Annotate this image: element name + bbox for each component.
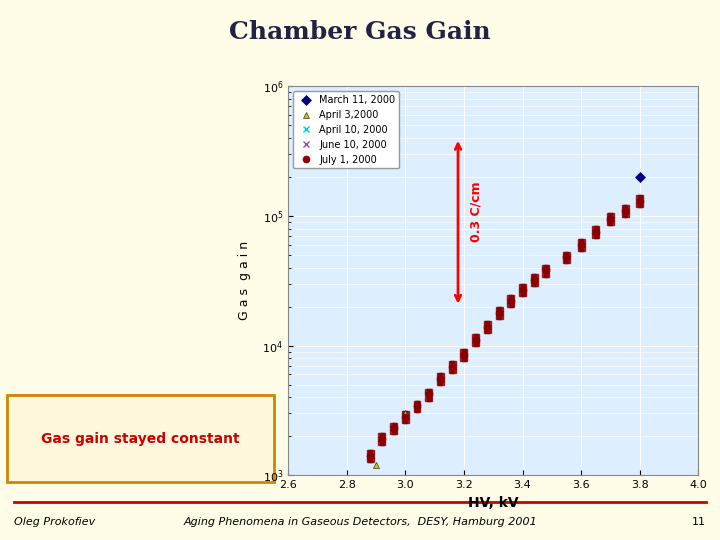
Legend: March 11, 2000, April 3,2000, April 10, 2000, June 10, 2000, July 1, 2000: March 11, 2000, April 3,2000, April 10, … [293, 91, 399, 168]
FancyBboxPatch shape [7, 395, 274, 482]
Y-axis label: G a s  g a i n: G a s g a i n [238, 241, 251, 320]
April 3,2000 [401, 410, 410, 416]
July 1, 2000 [483, 323, 492, 330]
July 1, 2000 [413, 403, 421, 409]
Text: Gas Gain = 10$^5$: Gas Gain = 10$^5$ [498, 134, 626, 152]
July 1, 2000 [390, 425, 398, 431]
Text: Chamber Gas Gain: Chamber Gas Gain [229, 21, 491, 44]
July 1, 2000 [459, 352, 468, 358]
July 1, 2000 [541, 267, 550, 274]
Text: Gas gain stayed constant: Gas gain stayed constant [41, 431, 240, 446]
July 1, 2000 [401, 414, 410, 421]
April 3,2000 [372, 462, 380, 468]
July 1, 2000 [518, 286, 527, 293]
X-axis label: HV, kV: HV, kV [468, 496, 518, 510]
Line: July 1, 2000: July 1, 2000 [366, 198, 643, 460]
Text: Oleg Prokofiev: Oleg Prokofiev [14, 517, 96, 527]
July 1, 2000 [636, 198, 644, 205]
July 1, 2000 [562, 254, 571, 261]
July 1, 2000 [530, 277, 539, 284]
Text: 0.3 C/cm: 0.3 C/cm [469, 181, 482, 242]
July 1, 2000 [621, 207, 629, 214]
July 1, 2000 [436, 376, 445, 382]
July 1, 2000 [424, 391, 433, 397]
July 1, 2000 [606, 215, 615, 222]
July 1, 2000 [577, 241, 585, 248]
Text: at HV = 3.7 kV: at HV = 3.7 kV [499, 184, 624, 198]
Text: 11: 11 [692, 517, 706, 527]
July 1, 2000 [592, 229, 600, 235]
July 1, 2000 [472, 337, 480, 343]
July 1, 2000 [448, 364, 456, 370]
Line: April 3,2000: April 3,2000 [372, 410, 409, 468]
July 1, 2000 [506, 298, 515, 305]
FancyBboxPatch shape [439, 117, 684, 221]
July 1, 2000 [377, 436, 386, 442]
July 1, 2000 [366, 453, 374, 460]
July 1, 2000 [495, 309, 503, 316]
Text: Aging Phenomena in Gaseous Detectors,  DESY, Hamburg 2001: Aging Phenomena in Gaseous Detectors, DE… [183, 517, 537, 527]
